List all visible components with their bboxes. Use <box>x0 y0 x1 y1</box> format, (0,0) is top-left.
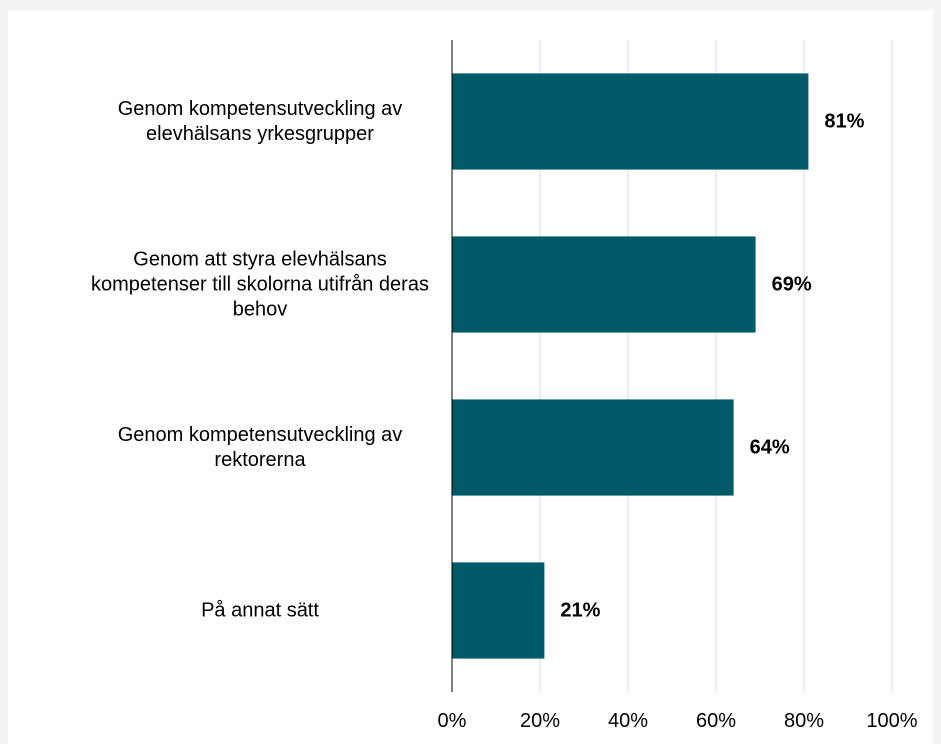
x-tick-label: 20% <box>519 710 561 732</box>
x-tick-label: 0% <box>437 710 467 732</box>
y-tick-label: Genom kompetensutveckling av rektorerna <box>117 423 403 471</box>
x-tick-label: 100% <box>866 710 918 732</box>
data-label: 69% <box>771 273 812 295</box>
bar <box>452 236 756 333</box>
y-tick-label: Genom kompetensutveckling av elevhälsans… <box>117 97 403 145</box>
bar <box>452 73 809 170</box>
bar <box>452 562 545 659</box>
y-tick-label: Genom att styra elevhälsans kompetenser … <box>91 248 429 320</box>
x-tick-label: 60% <box>695 710 737 732</box>
x-tick-label: 80% <box>783 710 825 732</box>
y-tick-label: På annat sätt <box>201 599 319 621</box>
data-label: 81% <box>824 110 865 132</box>
data-label: 21% <box>560 599 601 621</box>
data-label: 64% <box>749 436 790 458</box>
x-tick-label: 40% <box>607 710 649 732</box>
bar <box>452 399 734 496</box>
